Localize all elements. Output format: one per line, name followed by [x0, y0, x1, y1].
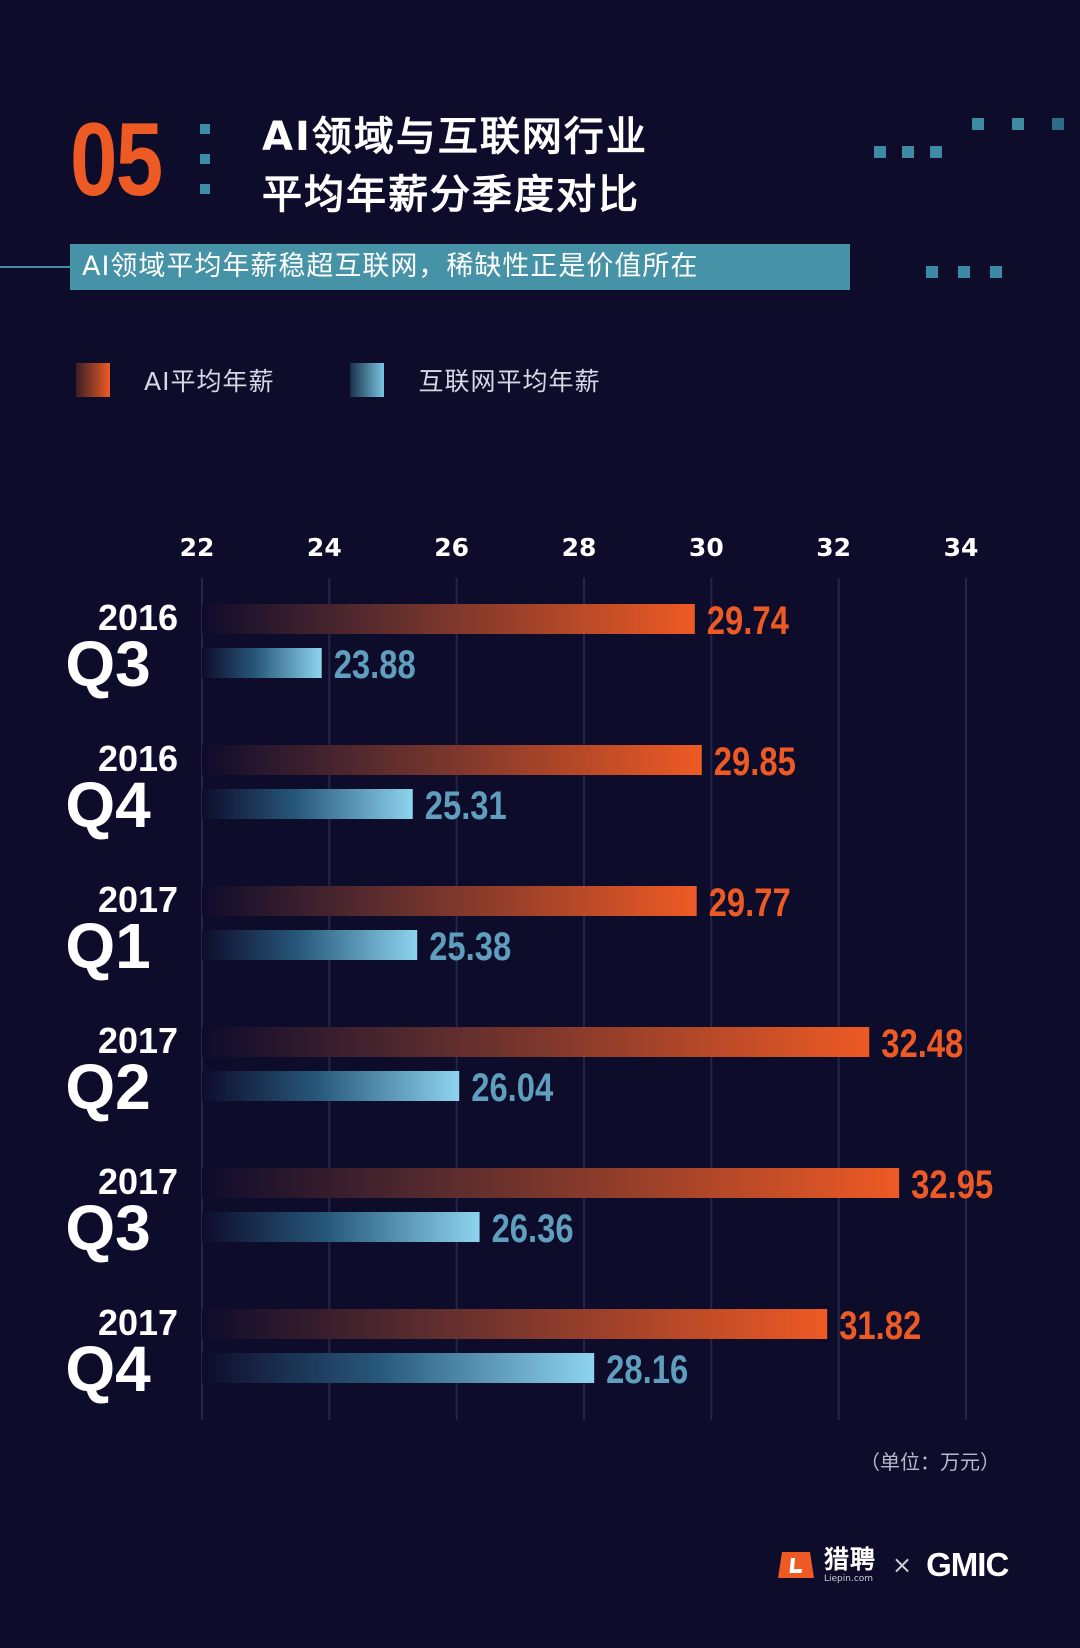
category-quarter-label: Q2 — [65, 1051, 150, 1123]
collab-times-sign: × — [892, 1551, 913, 1579]
legend-swatch-internet — [350, 363, 385, 397]
chart-gridlines — [201, 578, 967, 1420]
x-tick-label-34: 34 — [944, 533, 979, 562]
bar-ai — [202, 1309, 828, 1339]
bar-ai — [202, 1027, 870, 1057]
category-year-label: 2017 — [98, 1161, 178, 1202]
category-quarter-label: Q4 — [65, 1333, 151, 1405]
x-tick-label-32: 32 — [816, 533, 851, 562]
chart-x-ticks: 22 24 26 28 30 32 34 — [180, 533, 979, 562]
bar-internet — [202, 1353, 595, 1383]
page-title: AI领域与互联网行业 平均年薪分季度对比 — [262, 108, 648, 224]
gmic-logo: GMIC — [926, 1546, 1009, 1583]
value-label-ai: 32.48 — [881, 1021, 963, 1066]
x-tick-label-26: 26 — [434, 533, 469, 562]
subtitle-lead-line — [0, 266, 72, 268]
liepin-brand-cn: 猎聘 — [824, 1544, 877, 1574]
title-line-2: 平均年薪分季度对比 — [262, 172, 640, 218]
chart-legend: AI平均年薪 互联网平均年薪 — [76, 362, 677, 398]
value-label-internet: 28.16 — [606, 1347, 688, 1392]
unit-note: （单位：万元） — [860, 1450, 1000, 1474]
legend-swatch-ai — [76, 363, 110, 397]
legend-label-internet: 互联网平均年薪 — [418, 367, 601, 396]
value-label-internet: 26.04 — [471, 1065, 554, 1110]
bar-internet — [202, 1071, 460, 1101]
chart-bars — [202, 604, 900, 1383]
chart-value-labels: 29.74 23.88 29.85 25.31 29.77 25.38 32.48 26.04… — [334, 598, 994, 1392]
x-tick-label-24: 24 — [307, 533, 342, 562]
value-label-internet: 23.88 — [334, 642, 416, 687]
legend-item-internet: 互联网平均年薪 — [350, 362, 600, 398]
bar-ai — [202, 604, 695, 634]
category-quarter-label: Q3 — [65, 1192, 150, 1264]
category-year-label: 2017 — [98, 879, 178, 920]
footer-brands: 猎聘 Liepin.com × GMIC — [776, 1546, 1009, 1584]
bar-ai — [202, 1168, 900, 1198]
category-quarter-label: Q1 — [65, 910, 150, 982]
category-year-label: 2016 — [98, 597, 178, 638]
x-tick-label-28: 28 — [562, 533, 597, 562]
value-label-internet: 25.38 — [429, 924, 511, 969]
x-tick-label-22: 22 — [180, 533, 215, 562]
value-label-ai: 29.74 — [707, 598, 790, 643]
liepin-wordmark: 猎聘 Liepin.com — [824, 1547, 876, 1584]
title-line-1: AI领域与互联网行业 — [262, 114, 648, 160]
bar-internet — [202, 789, 413, 819]
liepin-brand-en: Liepin.com — [824, 1573, 874, 1584]
category-year-label: 2017 — [98, 1020, 178, 1061]
value-label-internet: 26.36 — [492, 1206, 574, 1251]
category-year-label: 2016 — [98, 738, 178, 779]
bar-internet — [202, 930, 418, 960]
value-label-ai: 31.82 — [839, 1303, 921, 1348]
number-divider-dots — [200, 124, 210, 214]
category-quarter-label: Q4 — [65, 769, 151, 841]
legend-item-ai: AI平均年薪 — [76, 362, 274, 398]
value-label-ai: 29.77 — [709, 880, 791, 925]
value-label-ai: 32.95 — [911, 1162, 993, 1207]
bar-internet — [202, 648, 322, 678]
value-label-ai: 29.85 — [714, 739, 796, 784]
x-tick-label-30: 30 — [689, 533, 724, 562]
category-year-label: 2017 — [98, 1302, 178, 1343]
legend-label-ai: AI平均年薪 — [144, 367, 275, 396]
section-number: 05 — [70, 102, 163, 218]
bar-internet — [202, 1212, 480, 1242]
liepin-logo-icon — [778, 1552, 814, 1578]
bar-ai — [202, 886, 697, 916]
category-quarter-label: Q3 — [65, 628, 150, 700]
subtitle-banner: AI领域平均年薪稳超互联网，稀缺性正是价值所在 — [70, 244, 850, 290]
value-label-internet: 25.31 — [425, 783, 507, 828]
bar-ai — [202, 745, 702, 775]
